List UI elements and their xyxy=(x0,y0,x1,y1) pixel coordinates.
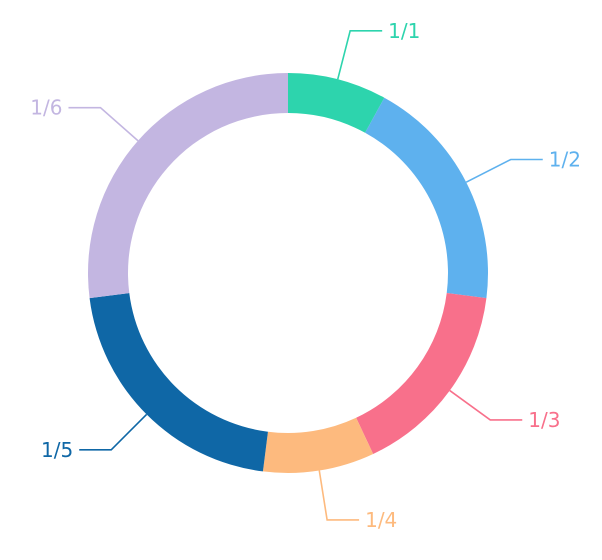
slice-label-2: 1/2 xyxy=(549,148,581,172)
slice-2 xyxy=(365,97,488,299)
slice-labels-layer: 1/1 1/2 1/3 1/4 1/5 1/6 xyxy=(30,19,581,532)
slice-6 xyxy=(87,73,288,299)
slices-layer xyxy=(87,73,488,473)
slice-5 xyxy=(89,293,268,472)
slice-label-4: 1/4 xyxy=(365,508,397,532)
slice-label-5: 1/5 xyxy=(41,438,73,462)
slice-3 xyxy=(356,293,487,454)
slice-label-1: 1/1 xyxy=(388,19,420,43)
slice-1 xyxy=(288,73,385,133)
leader-line-4 xyxy=(318,470,360,521)
leader-line-3 xyxy=(449,389,523,421)
slice-4 xyxy=(262,417,374,473)
leader-line-5 xyxy=(79,413,148,451)
slice-label-6: 1/6 xyxy=(30,96,62,120)
leader-line-6 xyxy=(68,106,139,142)
leader-lines-layer xyxy=(68,30,543,521)
slice-label-3: 1/3 xyxy=(528,408,560,432)
leader-line-1 xyxy=(336,30,383,80)
leader-line-2 xyxy=(465,158,543,183)
